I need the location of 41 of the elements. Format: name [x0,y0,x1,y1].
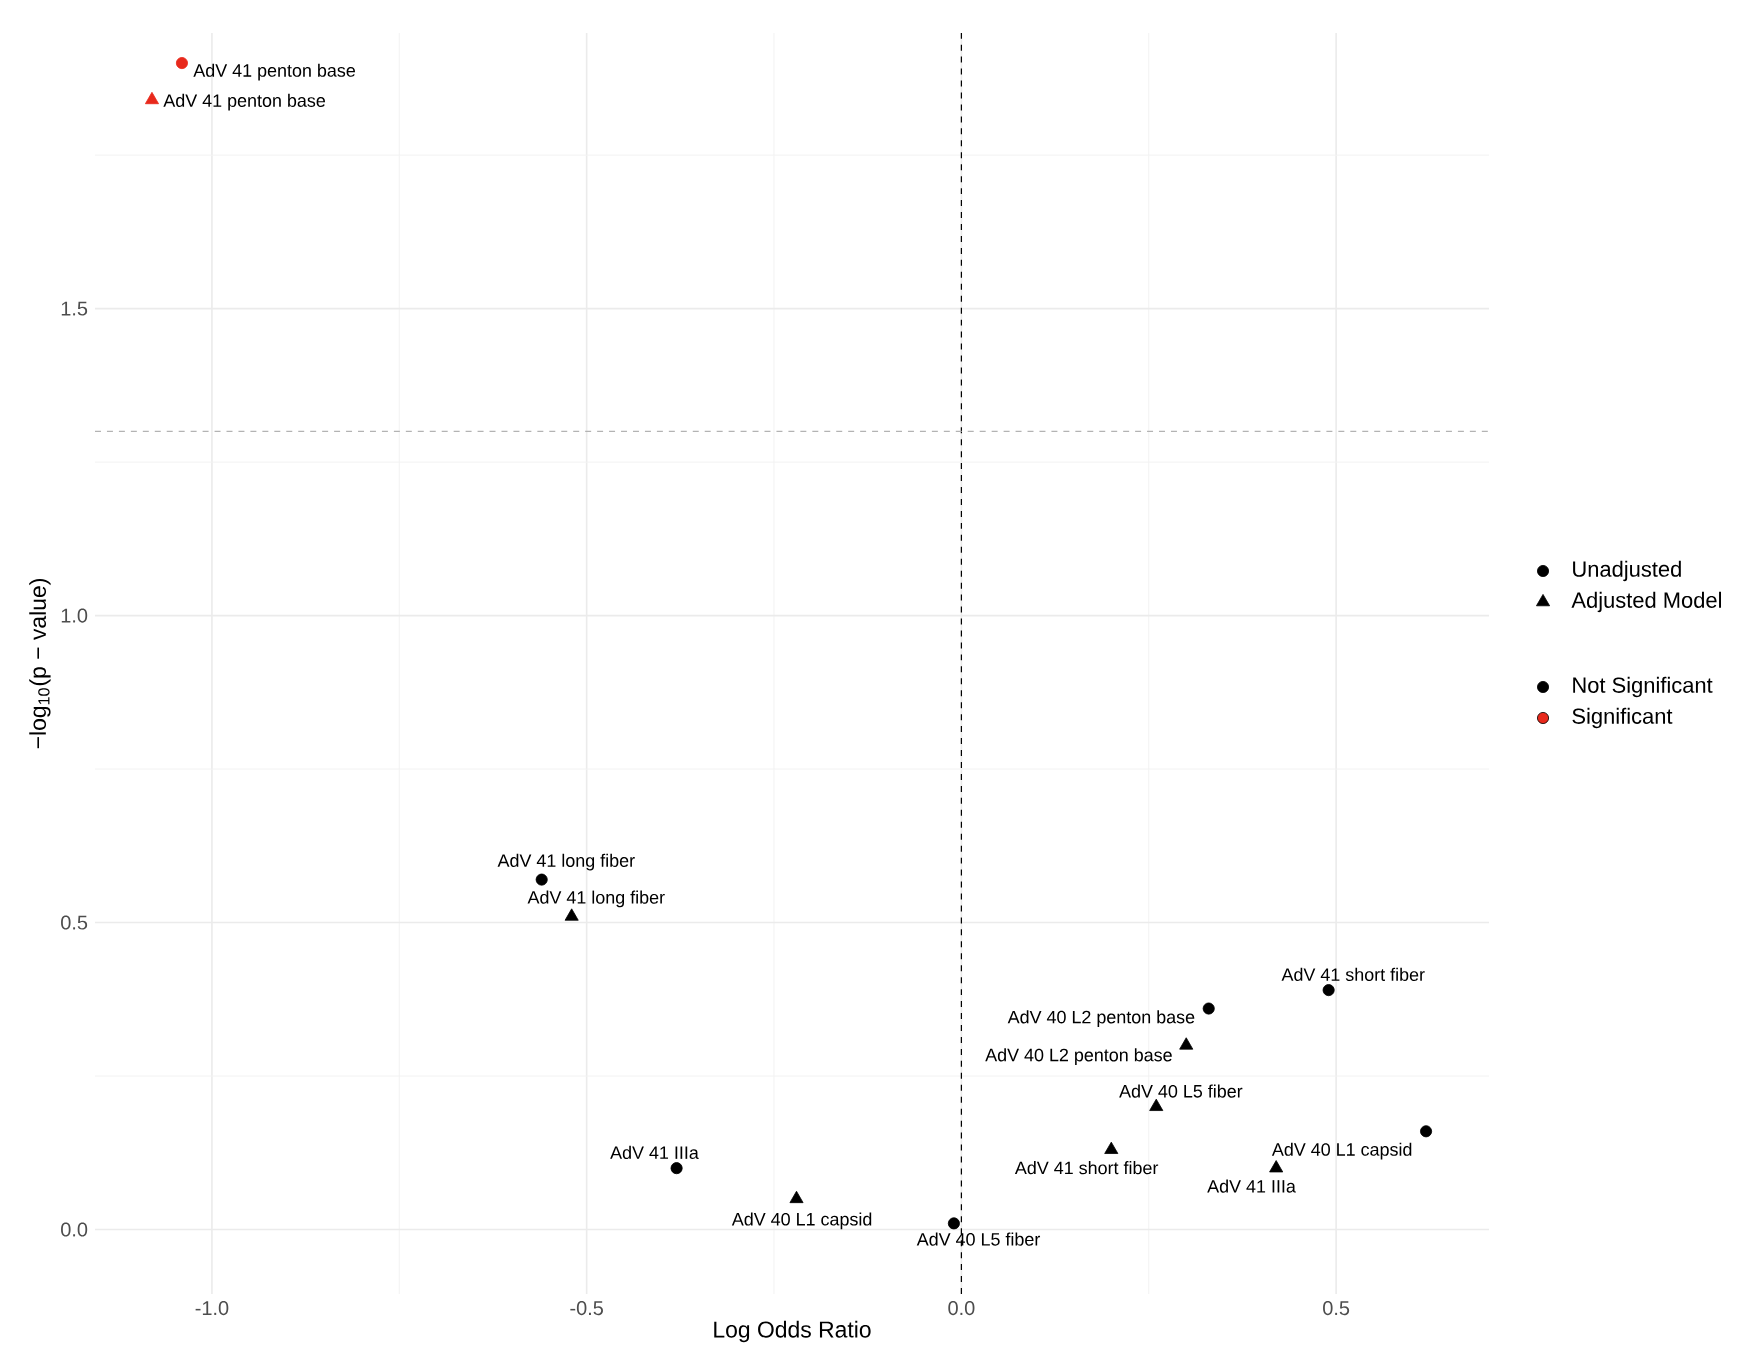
y-tick-label: 0.5 [61,915,88,930]
point [1322,984,1335,997]
point [175,57,188,70]
y-axis-title: −log$_{10}$(p − value) [29,579,51,749]
point [535,873,548,886]
y-tick-label: 1.0 [61,608,88,623]
point [1420,1125,1433,1138]
point [1104,1141,1119,1154]
data-label: AdV 41 short fiber [1014,1161,1159,1175]
y-tick-label: 0.0 [61,1222,88,1237]
data-label: AdV 41 short fiber [1281,967,1425,981]
legend-label: Adjusted Model [1571,591,1721,613]
y-tick-label: 1.5 [61,301,88,316]
data-label: AdV 40 L5 fiber [916,1232,1041,1246]
point [1149,1098,1164,1111]
data-label: AdV 40 L2 penton base [985,1048,1172,1065]
x-tick-label: -1.0 [195,1301,229,1316]
data-label: AdV 41 penton base [193,63,355,81]
x-tick-label: 0.5 [1323,1301,1350,1316]
point [1269,1160,1284,1173]
point [947,1217,960,1230]
data-label: AdV 41 long fiber [527,890,665,908]
point [789,1190,804,1204]
point [1202,1002,1215,1015]
data-label: AdV 41 IIIa [1207,1179,1296,1193]
data-label: AdV 40 L5 fiber [1119,1084,1243,1098]
point [670,1162,683,1175]
x-tick-label: -0.5 [570,1301,603,1316]
legend-label: Unadjusted [1573,560,1681,582]
point [1179,1037,1194,1050]
legend-label: Not Significant [1573,676,1713,698]
legend-label: Significant [1572,707,1673,729]
x-axis-title: Log Odds Ratio [714,1320,871,1343]
x-tick-label: 0.0 [948,1301,975,1316]
point [564,908,579,921]
data-label: AdV 40 L2 penton base [1007,1010,1195,1027]
data-label: AdV 40 L1 capsid [1271,1142,1412,1160]
data-label: AdV 41 long fiber [497,853,635,871]
data-label: AdV 40 L1 capsid [731,1212,872,1230]
data-label: AdV 41 IIIa [610,1145,699,1160]
data-label: AdV 41 penton base [163,93,326,111]
